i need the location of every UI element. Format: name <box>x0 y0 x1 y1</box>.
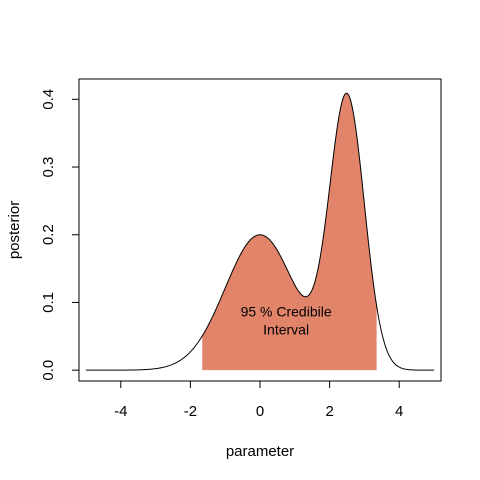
y-tick-label: 0.0 <box>40 360 57 381</box>
y-tick-label: 0.3 <box>40 157 57 178</box>
interval-label-line2: Interval <box>263 321 309 337</box>
x-tick-label: 0 <box>256 403 264 420</box>
y-tick-label: 0.1 <box>40 292 57 313</box>
interval-label-line1: 95 % Credibile <box>241 303 332 319</box>
x-axis-title: parameter <box>226 443 294 460</box>
curve-layer <box>85 92 435 371</box>
annotation-layer: 95 % Credibile Interval <box>241 303 332 337</box>
y-axis-title: posterior <box>6 201 23 259</box>
x-tick-label: -2 <box>184 403 197 420</box>
x-tick-label: 4 <box>395 403 403 420</box>
y-tick-label: 0.4 <box>40 89 57 110</box>
density-curve <box>85 92 435 371</box>
x-axis: -4 -2 0 2 4 <box>114 380 403 420</box>
x-tick-label: -4 <box>114 403 127 420</box>
y-tick-label: 0.2 <box>40 224 57 245</box>
y-axis: 0.0 0.1 0.2 0.3 0.4 <box>40 89 80 381</box>
x-tick-label: 2 <box>325 403 333 420</box>
